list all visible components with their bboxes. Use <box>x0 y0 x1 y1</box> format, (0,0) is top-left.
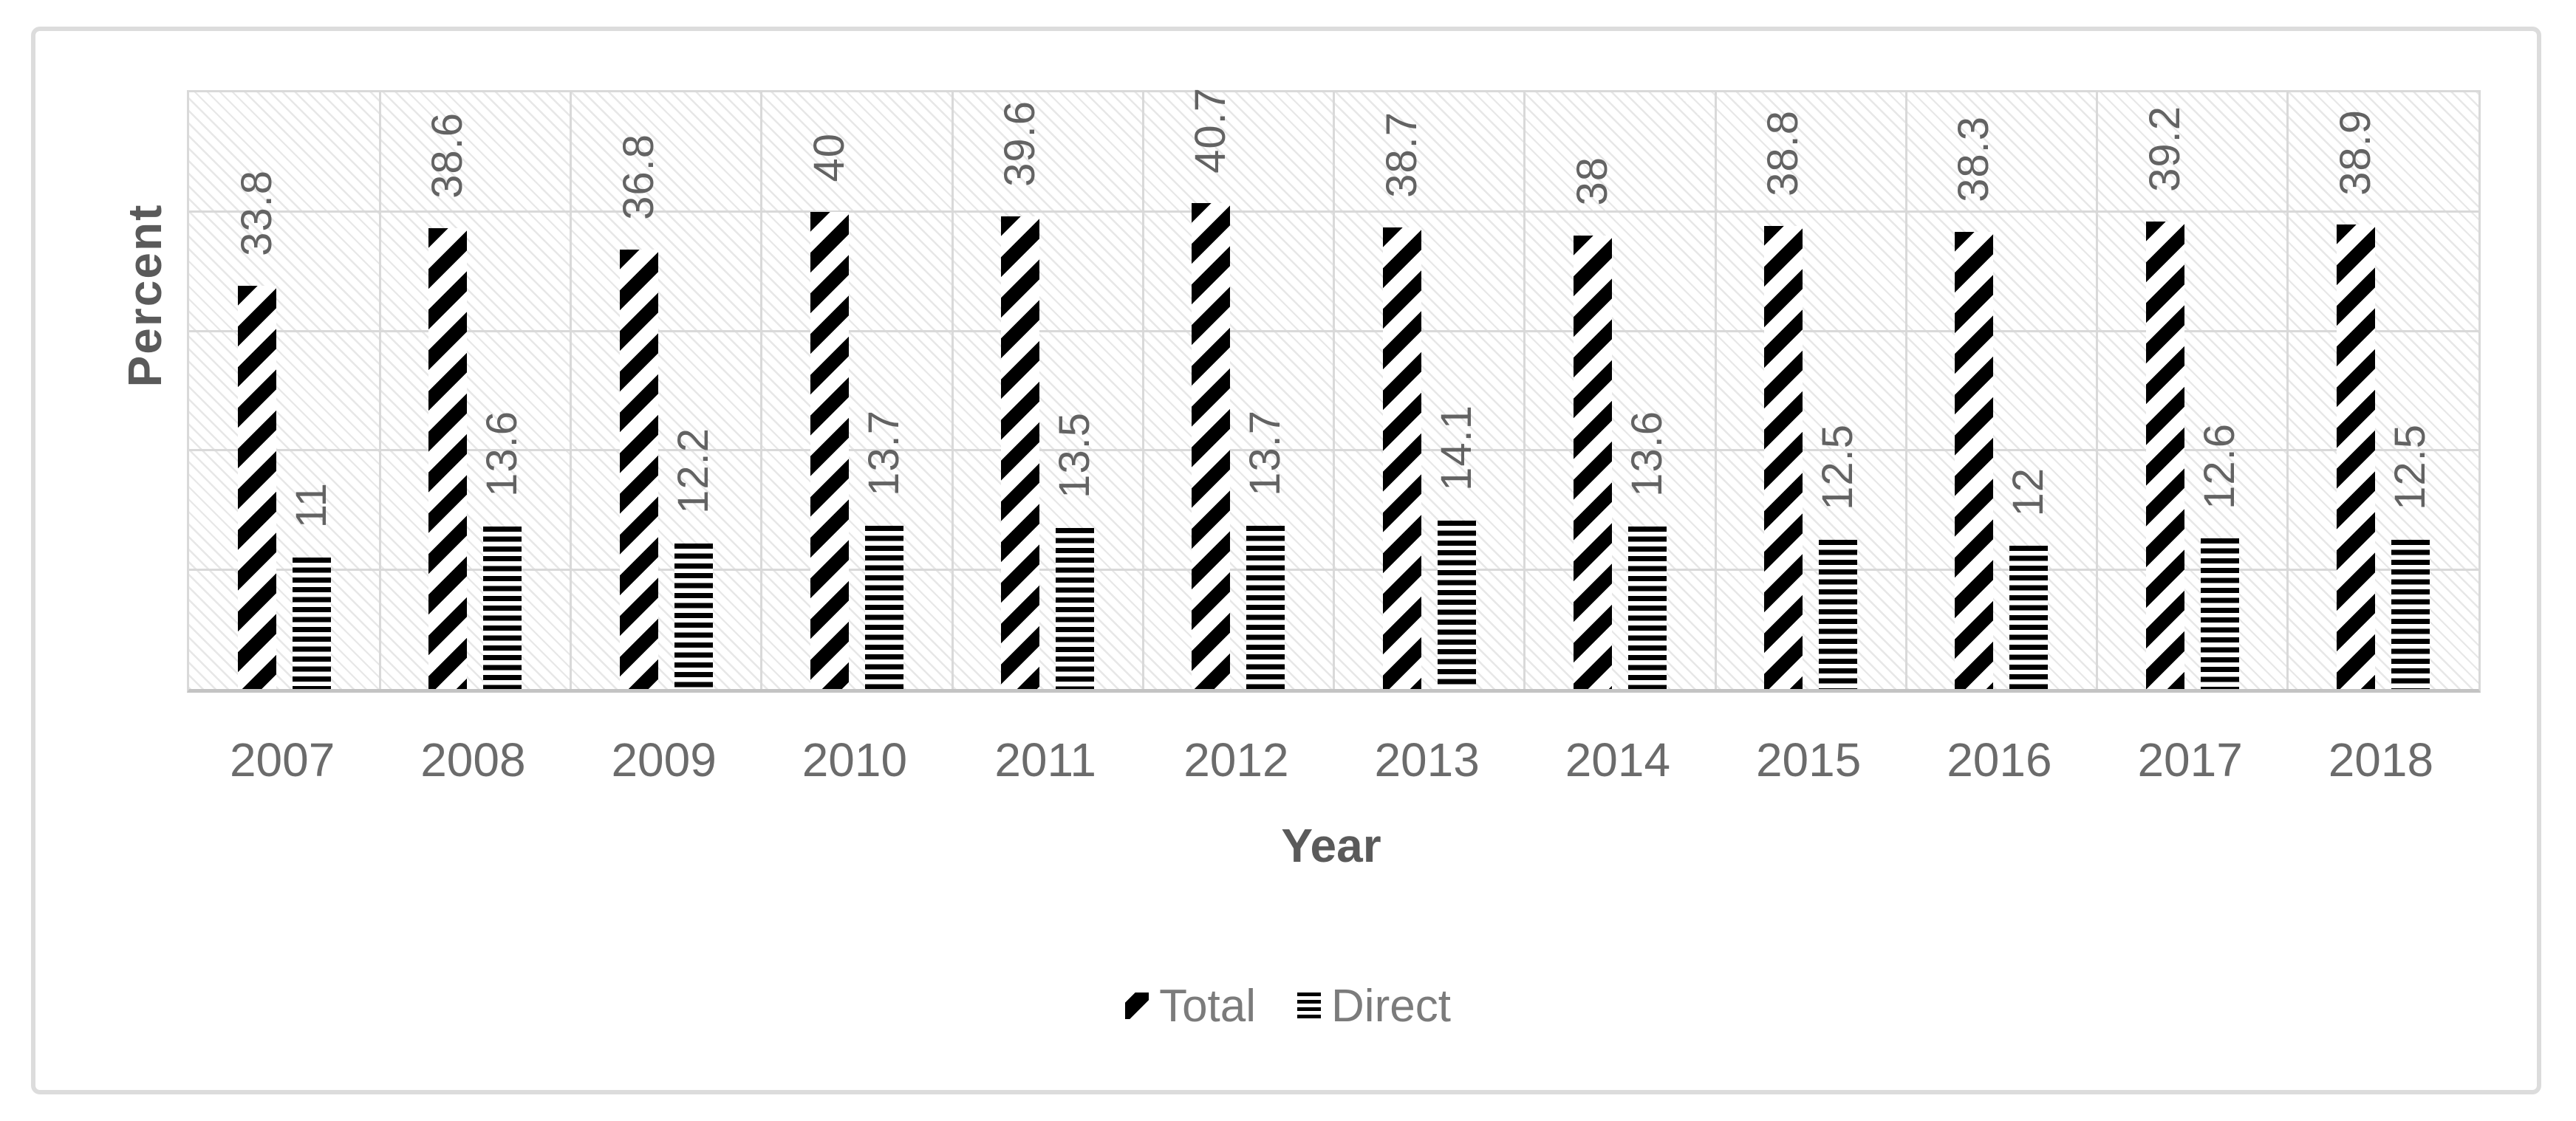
legend-label: Direct <box>1331 980 1451 1032</box>
x-tick-label-2007: 2007 <box>229 733 335 786</box>
data-label: 38 <box>1568 157 1616 206</box>
bar-direct-2013 <box>1437 521 1476 689</box>
data-label: 40 <box>804 133 853 182</box>
x-tick-label-2012: 2012 <box>1183 733 1289 786</box>
bar-total-2014 <box>1573 235 1612 689</box>
data-label: 33.8 <box>233 169 281 256</box>
bar-direct-2014 <box>1627 527 1667 689</box>
data-label: 39.2 <box>2140 105 2189 192</box>
data-label: 40.7 <box>1186 87 1235 174</box>
legend-item-total: Total <box>1125 980 1256 1032</box>
x-axis-title: Year <box>1281 819 1381 872</box>
data-label: 38.6 <box>423 112 472 199</box>
vertical-gridline <box>2096 92 2098 689</box>
data-label: 14.1 <box>1432 405 1480 492</box>
legend: Total Direct <box>0 976 2576 1035</box>
data-label: 13.7 <box>1241 409 1290 496</box>
bar-direct-2012 <box>1246 525 1285 689</box>
data-label: 12.2 <box>669 427 717 514</box>
bar-total-2008 <box>428 228 468 689</box>
bar-direct-2015 <box>1819 540 1858 689</box>
data-label: 13.6 <box>1622 411 1671 498</box>
data-label: 13.6 <box>478 411 527 498</box>
bar-total-2018 <box>2336 224 2375 689</box>
data-label: 12.5 <box>2385 424 2434 510</box>
x-tick-label-2010: 2010 <box>802 733 908 786</box>
vertical-gridline <box>570 92 572 689</box>
diagonal-stripes-swatch-icon <box>1125 993 1149 1019</box>
bar-total-2013 <box>1382 227 1421 689</box>
data-label: 39.6 <box>996 100 1045 188</box>
x-tick-label-2017: 2017 <box>2137 733 2243 786</box>
vertical-gridline <box>1714 92 1717 689</box>
x-tick-label-2009: 2009 <box>611 733 717 786</box>
legend-item-direct: Direct <box>1297 980 1451 1032</box>
data-label: 38.7 <box>1377 111 1426 198</box>
bar-total-2010 <box>810 211 849 689</box>
bar-total-2012 <box>1192 203 1231 689</box>
bar-direct-2011 <box>1056 527 1095 689</box>
bar-total-2015 <box>1764 226 1803 689</box>
x-tick-label-2014: 2014 <box>1565 733 1671 786</box>
bar-direct-2008 <box>483 527 522 689</box>
vertical-gridline <box>1141 92 1144 689</box>
data-label: 12.5 <box>1814 424 1862 510</box>
bar-direct-2007 <box>293 558 332 689</box>
bar-direct-2010 <box>864 525 903 689</box>
data-label: 11 <box>287 482 336 529</box>
x-tick-label-2008: 2008 <box>420 733 526 786</box>
data-label: 12 <box>2004 467 2053 517</box>
bar-direct-2018 <box>2391 540 2430 689</box>
data-label: 13.5 <box>1050 411 1099 498</box>
data-label: 13.7 <box>859 409 908 496</box>
bar-total-2007 <box>238 285 277 689</box>
bar-total-2017 <box>2145 221 2184 689</box>
data-label: 38.9 <box>2331 109 2379 196</box>
plot-area: 33.8 38.6 36.8 40 39.6 40.7 38.7 38 38.8 38.3 39.2… <box>187 87 2481 693</box>
vertical-gridline <box>1904 92 1907 689</box>
bar-total-2016 <box>1955 232 1994 689</box>
x-tick-label-2015: 2015 <box>1755 733 1862 786</box>
bar-direct-2016 <box>2009 546 2049 689</box>
bar-direct-2017 <box>2200 538 2239 689</box>
y-axis-title: Percent <box>118 203 171 388</box>
data-label: 38.8 <box>1759 110 1808 196</box>
data-label: 36.8 <box>614 134 663 221</box>
vertical-gridline <box>760 92 763 689</box>
x-tick-label-2011: 2011 <box>994 733 1096 786</box>
x-tick-label-2013: 2013 <box>1374 733 1480 786</box>
vertical-gridline <box>1333 92 1335 689</box>
x-tick-label-2018: 2018 <box>2328 733 2434 786</box>
bar-direct-2009 <box>674 543 713 689</box>
x-axis-tick-labels: 2007 2008 2009 2010 2011 2012 2013 2014 2015 2016… <box>187 733 2476 786</box>
vertical-gridline <box>951 92 954 689</box>
horizontal-stripes-swatch-icon <box>1297 993 1322 1019</box>
vertical-gridline <box>378 92 381 689</box>
data-label: 12.6 <box>2195 422 2244 510</box>
x-tick-label-2016: 2016 <box>1947 733 2052 786</box>
bar-total-2009 <box>619 250 658 689</box>
vertical-gridline <box>1523 92 1526 689</box>
data-label: 38.3 <box>1950 116 1998 203</box>
bar-total-2011 <box>1001 216 1040 689</box>
legend-label: Total <box>1159 980 1257 1032</box>
vertical-gridline <box>2286 92 2289 689</box>
